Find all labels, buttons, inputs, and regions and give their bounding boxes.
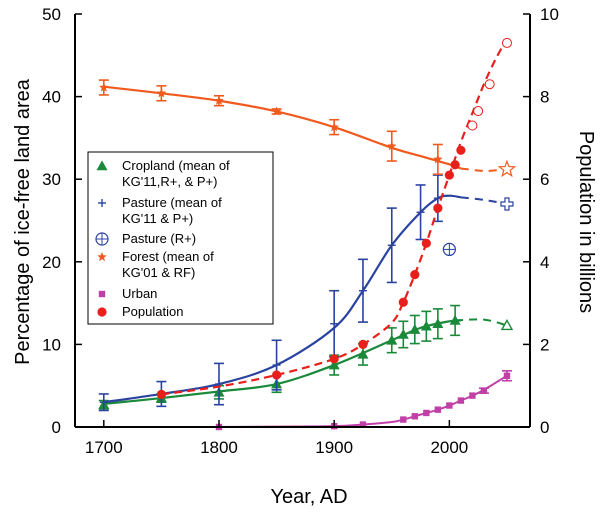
pasture-point-5 [358, 286, 367, 295]
pasture-projection [460, 196, 508, 205]
population-projection-point-0 [467, 120, 478, 131]
urban-point-8 [457, 397, 465, 404]
x-tick-label-0: 1700 [85, 438, 123, 457]
y-left-tick-label-0: 0 [52, 418, 61, 437]
cropland-point-6 [386, 334, 398, 345]
forest-projection [460, 167, 508, 172]
cropland-projection [455, 318, 508, 327]
population-point-6 [421, 238, 431, 248]
x-tick-label-2: 1900 [315, 438, 353, 457]
population-point-8 [444, 170, 454, 180]
pasture-point-6 [387, 241, 396, 250]
population-point-2 [329, 354, 339, 364]
urban-point-3 [400, 416, 407, 423]
forest-curve [103, 85, 462, 170]
legend-label-cropland-0: Cropland (mean of [122, 158, 230, 173]
urban-point-2 [359, 421, 367, 428]
forest-point-1 [156, 88, 167, 98]
population-projection-point-3 [501, 37, 512, 48]
urban-point-9 [469, 392, 476, 399]
cropland-point-10 [432, 318, 444, 329]
y-right-tick-label-0: 0 [540, 418, 549, 437]
forest-projection-marker [497, 159, 517, 178]
cropland-projection-marker [500, 318, 514, 331]
pasture-point-7 [416, 208, 425, 217]
population-point-9 [450, 160, 460, 170]
forest-point-4 [329, 121, 340, 132]
legend-label-pasture-1: KG'11 & P+) [122, 211, 193, 226]
y-right-tick-label-5: 10 [540, 5, 559, 24]
y-left-tick-label-5: 50 [42, 5, 61, 24]
y-left-tick-label-3: 30 [42, 170, 61, 189]
forest-point-2 [214, 95, 224, 105]
population-point-7 [433, 203, 443, 213]
population-point-5 [410, 270, 420, 280]
legend-marker-cropland [96, 160, 108, 171]
cropland-point-9 [420, 320, 432, 331]
urban-point-7 [446, 402, 453, 409]
cropland-point-5 [357, 348, 369, 359]
population-projection-point-2 [484, 79, 495, 90]
axes: 1700 1800 1900 2000 0 10 20 30 40 50 0 2 4 6 8 10 [42, 5, 559, 457]
y-left-tick-label-1: 10 [42, 335, 61, 354]
y-right-tick-label-1: 2 [540, 335, 549, 354]
pasture-point-4 [330, 319, 339, 328]
legend-label-pasture_r-0: Pasture (R+) [122, 231, 196, 246]
legend-label-population-0: Population [122, 304, 183, 319]
forest-point-5 [386, 140, 397, 151]
legend-marker-urban [98, 290, 106, 298]
y-right-tick-label-3: 6 [540, 170, 549, 189]
pasture_r-point-0 [442, 242, 456, 257]
legend-label-pasture-0: Pasture (mean of [122, 195, 222, 210]
cropland-point-7 [397, 328, 409, 339]
population-point-10 [456, 145, 466, 155]
urban-point-5 [423, 409, 430, 417]
legend-box [87, 151, 274, 325]
legend-label-forest-1: KG'01 & RF) [122, 265, 195, 280]
pasture-projection-marker-shape [500, 197, 514, 211]
urban-point-10 [480, 387, 488, 394]
y-right-tick-label-4: 8 [540, 88, 549, 107]
legend-label-cropland-1: KG'11,R+, & P+) [122, 174, 217, 189]
population-projection-point-1 [473, 106, 484, 117]
legend-marker-population [97, 307, 107, 317]
legend-label-forest-0: Forest (mean of [122, 249, 214, 264]
pasture-point-0 [99, 398, 108, 407]
forest-point-0 [98, 82, 109, 92]
y-axis-label-left: Percentage of ice-free land area [12, 78, 34, 365]
legend-marker-pasture_r [95, 232, 109, 246]
cropland-point-11 [449, 314, 461, 325]
x-tick-label-1: 1800 [200, 438, 238, 457]
pasture-projection-marker [500, 197, 514, 211]
legend-label-urban-0: Urban [122, 286, 157, 301]
population-point-1 [271, 370, 282, 380]
population-point-4 [398, 297, 408, 307]
urban-point-6 [434, 406, 442, 413]
forest-point-6 [432, 154, 443, 164]
y-axis-label-right: Population in billions [575, 131, 597, 313]
population-point-3 [358, 339, 368, 349]
cropland-point-4 [328, 359, 340, 370]
forest-point-3 [271, 106, 282, 116]
urban-point-11 [503, 372, 511, 379]
legend-marker-pasture [98, 199, 106, 207]
y-left-tick-label-2: 20 [42, 253, 61, 272]
legend-marker-forest [97, 251, 107, 262]
pasture-point-3 [272, 361, 281, 370]
urban-point-4 [411, 413, 419, 420]
x-tick-label-3: 2000 [430, 438, 468, 457]
cropland-point-8 [409, 323, 421, 334]
y-left-tick-label-4: 40 [42, 88, 61, 107]
plot-area [98, 37, 517, 431]
population-curve [161, 38, 508, 396]
y-right-tick-label-2: 4 [540, 253, 549, 272]
population-point-0 [156, 389, 166, 399]
x-axis-label: Year, AD [270, 486, 347, 508]
